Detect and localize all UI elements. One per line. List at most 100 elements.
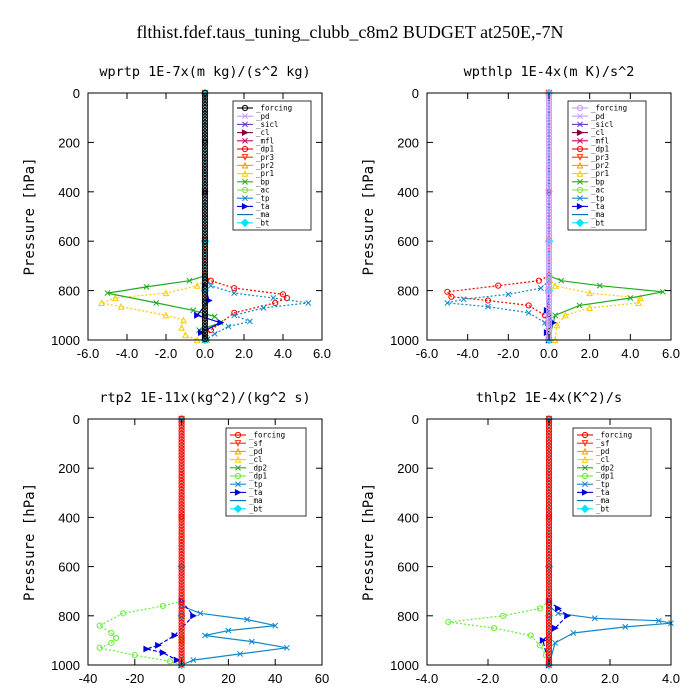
zero-profile-point <box>545 563 553 570</box>
zero-profile-point <box>201 172 209 180</box>
zero-profile-point <box>178 604 185 612</box>
zero-profile-point <box>545 327 553 334</box>
zero-profile-point <box>545 625 553 632</box>
legend-marker <box>577 178 583 185</box>
data-point <box>622 623 629 630</box>
legend-marker <box>582 464 588 471</box>
legend-marker <box>241 186 249 194</box>
x-tick-label: 0.0 <box>540 671 558 686</box>
legend-entry: _ta <box>230 488 263 497</box>
zero-profile-point <box>178 430 185 437</box>
zero-profile-point <box>178 607 185 614</box>
legend-entry: _pd <box>577 447 610 456</box>
zero-profile-point <box>545 525 553 532</box>
zero-profile-point <box>545 288 553 295</box>
zero-profile-point <box>545 276 553 283</box>
zero-profile-point <box>201 279 209 286</box>
zero-profile-point <box>201 223 209 230</box>
zero-profile-point <box>201 175 209 183</box>
data-point <box>155 641 162 649</box>
zero-profile-point <box>201 113 209 120</box>
zero-profile-point <box>178 593 185 600</box>
zero-profile-point <box>545 466 553 473</box>
zero-profile-point <box>178 424 185 431</box>
zero-profile-point <box>545 513 553 520</box>
zero-profile-point <box>178 442 185 449</box>
zero-profile-point <box>545 309 553 316</box>
zero-profile-point <box>545 533 553 541</box>
legend-entry: _sicl <box>237 120 279 129</box>
zero-profile-point <box>178 637 185 644</box>
legend-entry: _tp <box>572 194 605 203</box>
zero-profile-point <box>545 270 553 277</box>
legend-label: _ma <box>249 496 263 505</box>
zero-profile-point <box>545 161 553 168</box>
legend-label: _tp <box>249 480 263 489</box>
zero-profile-point <box>178 454 185 461</box>
legend-label: _sicl <box>591 120 614 129</box>
data-point <box>190 307 197 314</box>
legend-label: _dp2 <box>249 463 267 472</box>
zero-profile-point <box>178 469 185 476</box>
zero-profile-point <box>178 539 185 547</box>
zero-profile-point <box>201 306 209 313</box>
legend-entry: _ta <box>572 202 605 211</box>
legend-entry: _bt <box>237 218 270 227</box>
x-tick-label: 2.0 <box>235 346 253 361</box>
zero-profile-point <box>545 457 553 464</box>
legend-label: _pr2 <box>591 161 609 170</box>
zero-profile-point <box>178 492 185 499</box>
zero-profile-point <box>545 528 553 535</box>
data-point <box>500 612 507 619</box>
zero-profile-point <box>545 604 553 612</box>
data-point <box>637 294 644 302</box>
data-point <box>96 644 103 651</box>
x-tick-label: 20 <box>221 671 235 686</box>
legend-label: _forcing <box>591 104 627 113</box>
zero-profile-point <box>545 646 553 653</box>
data-point <box>180 316 187 324</box>
legend-marker <box>577 113 583 120</box>
data-point <box>159 602 166 610</box>
legend-entry: _ta <box>577 488 610 497</box>
zero-profile-point <box>201 303 209 310</box>
legend-label: _pd <box>596 447 610 456</box>
zero-profile-point <box>201 181 209 188</box>
legend-marker <box>240 218 250 228</box>
zero-profile-point <box>201 134 209 141</box>
series-line <box>448 600 550 666</box>
data-point <box>564 612 572 620</box>
data-point <box>231 290 238 297</box>
data-point <box>237 650 244 657</box>
legend-entry: _pr3 <box>572 153 609 162</box>
zero-profile-point <box>201 166 209 174</box>
x-tick-label: 2.0 <box>601 671 619 686</box>
x-tick-label: 0 <box>178 671 185 686</box>
data-point <box>207 277 214 284</box>
legend-marker <box>576 169 584 177</box>
legend-marker <box>234 440 242 447</box>
legend-entry: _cl <box>237 128 270 137</box>
legend-marker <box>233 504 243 514</box>
y-axis-label: Pressure [hPa] <box>22 483 38 601</box>
series-ta <box>194 282 225 344</box>
legend-entry: _mfl <box>572 136 609 145</box>
zero-profile-point <box>201 116 209 123</box>
data-point <box>178 323 186 331</box>
zero-profile-point <box>545 424 553 431</box>
zero-profile-point <box>545 184 553 191</box>
legend-label: _bp <box>256 177 270 186</box>
zero-profile-point <box>201 276 209 283</box>
zero-profile-point <box>178 439 185 446</box>
zero-profile-point <box>178 501 185 508</box>
legend-label: _sicl <box>256 120 279 129</box>
zero-profile-point <box>178 507 185 514</box>
zero-profile-point <box>201 300 209 307</box>
series-tp <box>202 275 312 343</box>
data-point <box>655 617 662 624</box>
zero-profile-point <box>545 273 553 280</box>
legend-marker <box>576 104 584 112</box>
legend-entry: _cl <box>577 455 610 464</box>
data-point <box>283 644 290 651</box>
data-point <box>505 291 512 298</box>
